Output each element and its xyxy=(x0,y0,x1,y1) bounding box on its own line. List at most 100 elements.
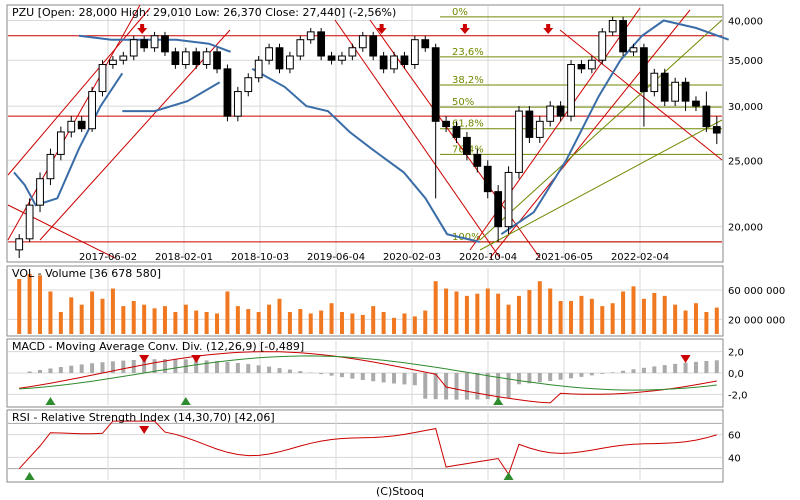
candle-body xyxy=(483,165,492,193)
volume-bar xyxy=(339,312,344,334)
volume-bar xyxy=(641,298,646,334)
macd-histogram-bar xyxy=(423,373,428,399)
volume-bar xyxy=(693,303,698,334)
volume-bar xyxy=(631,286,636,334)
macd-histogram-bar xyxy=(673,363,678,373)
macd-histogram-bar xyxy=(516,373,521,385)
rsi-line xyxy=(18,420,717,476)
fib-level-label: 38,2% xyxy=(452,75,484,86)
volume-bar xyxy=(110,288,115,334)
rsi-y-tick-label: 40 xyxy=(728,453,741,464)
moving-average-line xyxy=(500,19,730,236)
volume-bar xyxy=(162,306,167,334)
candle-body xyxy=(202,51,211,66)
volume-bar xyxy=(121,306,126,334)
volume-bar xyxy=(392,317,397,334)
macd-title: MACD - Moving Average Conv. Div. (12,26,… xyxy=(12,340,304,353)
macd-histogram-bar xyxy=(69,365,74,373)
volume-bar xyxy=(350,313,355,334)
fib-level-label: 100% xyxy=(452,232,481,243)
rsi-y-ticks: 60 40 xyxy=(728,431,741,465)
macd-histogram-bar xyxy=(621,370,626,373)
macd-histogram-bar xyxy=(121,360,126,373)
candle-body xyxy=(619,20,627,53)
volume-bar xyxy=(215,313,220,334)
volume-bar xyxy=(48,291,53,334)
price-x-ticks: 2017-06-02 2018-02-01 2018-10-03 2019-06-04… xyxy=(79,252,669,263)
macd-histogram-bar xyxy=(110,361,115,373)
macd-histogram-bar xyxy=(579,373,584,377)
rsi-y-tick-label: 60 xyxy=(728,431,741,442)
fib-level-label: 23,6% xyxy=(452,47,484,58)
volume-bar xyxy=(537,281,542,334)
volume-bar xyxy=(152,308,157,334)
volume-bar xyxy=(194,310,199,334)
macd-histogram-bar xyxy=(381,373,386,383)
macd-histogram-bar xyxy=(589,373,594,376)
macd-histogram-bar xyxy=(235,362,240,373)
candle-body xyxy=(556,105,565,117)
rsi-panel xyxy=(6,409,724,483)
volume-y-tick-label: 60 000 000 xyxy=(728,286,785,297)
macd-histogram-bar xyxy=(79,364,84,373)
macd-histogram-bar xyxy=(433,373,438,400)
candle-body xyxy=(119,55,128,61)
candle-body xyxy=(109,59,117,66)
macd-histogram-bar xyxy=(204,360,209,373)
fib-level-label: 0% xyxy=(452,7,468,18)
candle-body xyxy=(608,20,617,33)
macd-histogram-bar xyxy=(319,373,324,375)
macd-histogram-bar xyxy=(256,365,261,373)
candle-body xyxy=(702,105,711,128)
price-x-tick-label: 2018-10-03 xyxy=(231,252,289,263)
volume-bar xyxy=(475,293,480,334)
moving-average-line xyxy=(251,67,480,243)
macd-histogram-bar xyxy=(267,366,272,373)
price-x-tick-label: 2020-02-03 xyxy=(383,252,441,263)
macd-histogram-bar xyxy=(569,373,574,379)
macd-histogram-bar xyxy=(506,373,511,398)
macd-histogram-bar xyxy=(298,371,303,373)
volume-series xyxy=(8,268,722,334)
candle-body xyxy=(161,35,169,53)
macd-histogram-bar xyxy=(527,373,532,384)
price-y-ticks: 40,000 35,000 30,000 25,000 20,000 xyxy=(728,17,763,234)
candle-body xyxy=(150,35,159,49)
macd-histogram-bar xyxy=(631,369,636,373)
volume-bar xyxy=(204,312,209,334)
volume-bar xyxy=(371,306,376,334)
rsi-buy-marker xyxy=(24,472,35,480)
volume-bar xyxy=(610,303,615,334)
volume-bar xyxy=(360,314,365,334)
volume-title: VOL - Volume [36 678 580] xyxy=(12,267,161,280)
price-x-tick-label: 2018-02-01 xyxy=(155,252,213,263)
macd-histogram-bar xyxy=(246,364,251,373)
trend-line xyxy=(479,119,723,251)
price-y-tick-label: 25,000 xyxy=(728,156,763,167)
volume-bar xyxy=(38,275,43,334)
trend-line xyxy=(7,7,151,176)
volume-bar xyxy=(714,307,719,334)
volume-bar xyxy=(100,298,105,334)
candle-body xyxy=(525,110,534,138)
volume-bar xyxy=(673,304,678,334)
candle-body xyxy=(598,31,607,61)
candle-body xyxy=(535,120,544,138)
macd-histogram-bar xyxy=(402,373,407,385)
macd-histogram-bar xyxy=(485,373,490,400)
macd-histogram-bar xyxy=(610,372,615,373)
volume-bar xyxy=(704,312,709,334)
volume-bar xyxy=(589,298,594,334)
candle-body xyxy=(348,47,357,57)
volume-bar xyxy=(287,312,292,334)
macd-histogram-bar xyxy=(225,361,230,373)
candle-body xyxy=(369,35,378,57)
volume-bar xyxy=(319,310,324,334)
price-x-tick-label: 2021-06-05 xyxy=(535,252,593,263)
macd-histogram-bar xyxy=(496,373,501,399)
candle-body xyxy=(265,47,273,61)
candle-body xyxy=(98,64,107,93)
macd-sell-marker xyxy=(191,355,202,363)
volume-bar xyxy=(444,288,449,334)
macd-histogram-bar xyxy=(339,373,344,378)
